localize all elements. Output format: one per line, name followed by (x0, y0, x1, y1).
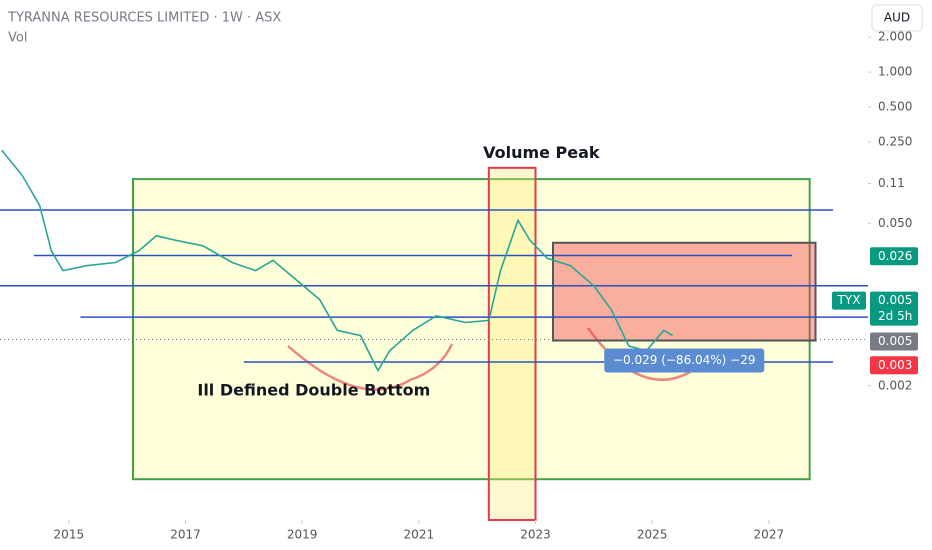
zone (552, 241, 817, 342)
chart-title: TYRANNA RESOURCES LIMITED · 1W · ASX (7, 11, 281, 26)
x-tick-label: 2027 (754, 528, 785, 542)
price-line (1, 149, 674, 373)
price-badge-label: 0.005 (878, 293, 912, 307)
x-tick-label: 2015 (54, 528, 85, 542)
y-tick-label: 0.250 (878, 135, 912, 149)
curve-drawing (586, 327, 691, 381)
y-tick-label: 1.000 (878, 65, 912, 79)
y-tick-label: 0.500 (878, 100, 912, 114)
volume-label: Vol (8, 31, 27, 46)
price-badge (870, 291, 918, 326)
x-tick-label: 2023 (520, 528, 551, 542)
currency[interactable]: AUD (884, 11, 910, 25)
currency-button[interactable] (871, 4, 923, 32)
x-tick-label: 2021 (404, 528, 435, 542)
annotation: −0.029 (−86.04%) −29 (613, 353, 756, 367)
price-badge (870, 356, 918, 375)
y-tick-label: 2.000 (878, 30, 912, 44)
symbol: TYX (837, 293, 861, 307)
x-tick-label: 2025 (637, 528, 668, 542)
y-tick-label: 0.11 (878, 176, 905, 190)
price-badge-label: 0.003 (878, 358, 912, 372)
x-tick-label: 2019 (287, 528, 318, 542)
y-tick-label: 0.050 (878, 216, 912, 230)
price-badge (870, 332, 918, 351)
zone (487, 166, 537, 521)
zone (132, 178, 811, 481)
measure-box (604, 348, 765, 373)
annotation: Volume Peak (483, 143, 600, 162)
price-badge-label: 0.026 (878, 249, 912, 263)
y-tick-label: 0.002 (878, 378, 912, 392)
annotation: Ill Defined Double Bottom (197, 381, 430, 400)
symbol-badge (832, 291, 866, 310)
price-badge (870, 247, 918, 266)
countdown: 2d 5h (878, 309, 912, 323)
price-badge-label: 0.005 (878, 334, 912, 348)
x-tick-label: 2017 (170, 528, 201, 542)
